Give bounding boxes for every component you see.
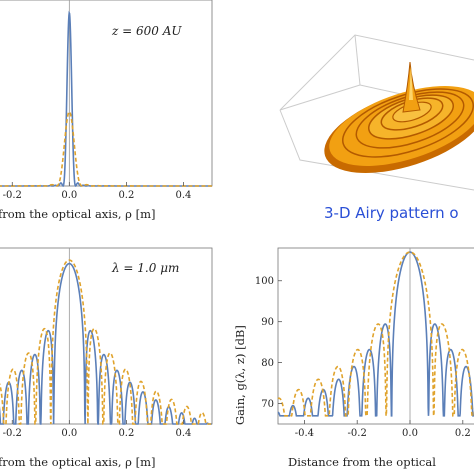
ticks-group: -0.4 -0.2 0.0 0.2 70 80 90 100 <box>255 276 471 439</box>
box-edge <box>279 84 361 111</box>
series-solid-line <box>277 251 474 417</box>
series-solid-line <box>0 10 212 188</box>
annotation-lambda: λ = 1.0 μm <box>111 261 179 275</box>
curves-group <box>0 10 212 188</box>
panel-bottom-left: -0.2 0.0 0.2 0.4 λ = 1.0 μm from the optica… <box>0 247 213 469</box>
curves-group <box>0 259 212 425</box>
x-tick-label: 0.2 <box>455 428 471 439</box>
airy-ring <box>342 88 474 158</box>
airy-caption: 3-D Airy pattern o <box>324 204 459 222</box>
y-tick-label: 80 <box>261 358 274 369</box>
airy-3d-surface-icon <box>279 34 474 191</box>
airy-3d-illustration: 3-D Airy pattern o <box>279 34 474 222</box>
airy-ring <box>355 91 465 149</box>
x-ticks-group: -0.2 0.0 0.2 0.4 <box>3 420 192 439</box>
curves-group <box>277 251 474 417</box>
plot-frame <box>277 247 474 425</box>
y-axis-title: Gain, g(λ, z) [dB] <box>233 325 247 425</box>
series-dashed-line <box>277 251 474 417</box>
y-tick-label: 70 <box>261 399 274 410</box>
panel-top-left: -0.2 0.0 0.2 0.4 z = 600 AU from the optica… <box>0 0 213 221</box>
box-edge <box>279 109 474 191</box>
x-axis-title: from the optical axis, ρ [m] <box>0 455 155 469</box>
x-tick-label: -0.2 <box>3 428 22 439</box>
x-tick-label: 0.4 <box>176 428 192 439</box>
x-ticks-group: -0.2 0.0 0.2 0.4 <box>3 182 192 201</box>
x-tick-label: -0.4 <box>295 428 314 439</box>
x-tick-label: 0.0 <box>402 428 418 439</box>
y-tick-label: 90 <box>261 317 274 328</box>
plot-frame <box>0 247 213 425</box>
panel-bottom-right: -0.4 -0.2 0.0 0.2 70 80 90 100 Gain, g(λ, z) [d… <box>233 247 474 469</box>
x-axis-title: from the optical axis, ρ [m] <box>0 207 155 221</box>
airy-peak-highlight <box>409 66 413 100</box>
panel-frame <box>0 247 213 425</box>
annotation-z: z = 600 AU <box>111 24 182 38</box>
x-tick-label: 0.0 <box>61 190 77 201</box>
box-edge <box>354 34 361 86</box>
x-tick-label: 0.4 <box>176 190 192 201</box>
series-dashed-line <box>0 110 212 187</box>
panel-frame <box>277 247 474 425</box>
series-solid-line <box>0 262 212 425</box>
x-axis-title: Distance from the optical <box>288 455 436 469</box>
x-tick-label: 0.2 <box>118 190 134 201</box>
x-tick-label: 0.0 <box>61 428 77 439</box>
x-tick-label: 0.2 <box>118 428 134 439</box>
series-dashed-line <box>0 259 212 425</box>
x-tick-label: -0.2 <box>3 190 22 201</box>
x-tick-label: -0.2 <box>348 428 367 439</box>
y-tick-label: 100 <box>255 276 274 287</box>
